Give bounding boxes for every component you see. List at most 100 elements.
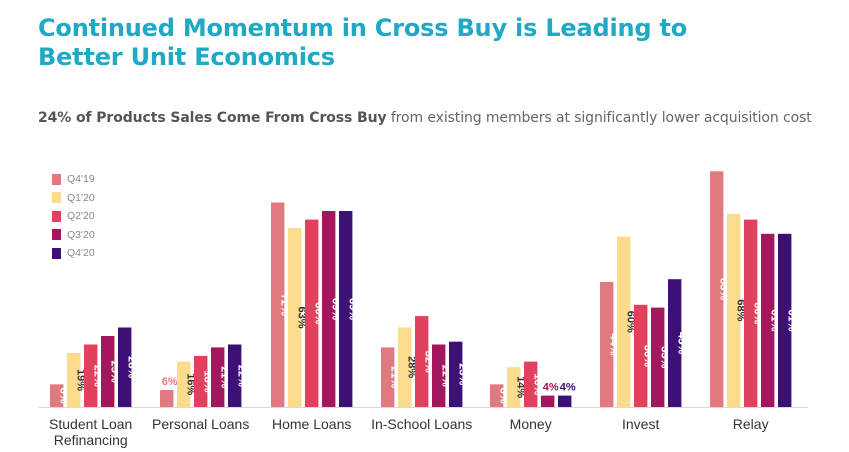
subtitle-highlight: 24% of Products Sales Come From Cross Bu…: [38, 110, 387, 126]
bar: [668, 279, 682, 407]
bar-value-label: 4%: [560, 382, 576, 394]
bar-value-label: 61%: [769, 309, 781, 331]
bar-value-label: 19%: [75, 369, 87, 391]
title-line-2: Better Unit Economics: [38, 43, 335, 71]
page-title: Continued Momentum in Cross Buy is Leadi…: [38, 14, 687, 72]
bar-value-label: 83%: [718, 278, 730, 300]
bar-value-label: 16%: [185, 373, 197, 395]
bar: [490, 384, 504, 407]
bar-value-label: 4%: [543, 382, 559, 394]
bar: [398, 327, 412, 407]
legend-label: Q3'20: [67, 228, 95, 241]
category-label-line: Student Loan: [49, 416, 133, 432]
legend-swatch: [52, 192, 61, 204]
bar-value-label: 72%: [279, 294, 291, 316]
bar-value-label: 60%: [625, 311, 637, 333]
bar-value-label: 44%: [608, 333, 620, 355]
bar-value-label: 36%: [642, 345, 654, 367]
bar-value-label: 14%: [515, 376, 527, 398]
category-label: Invest: [576, 416, 706, 432]
bar: [778, 233, 792, 407]
bar: [432, 344, 446, 407]
bar-value-label: 28%: [126, 356, 138, 378]
category-label-line: In-School Loans: [371, 416, 473, 432]
legend-label: Q1'20: [67, 191, 95, 204]
bar-value-label: 8%: [58, 388, 70, 404]
bar-value-label: 61%: [786, 309, 798, 331]
bar: [600, 282, 614, 407]
bar: [381, 347, 395, 407]
category-label: Personal Loans: [136, 416, 266, 432]
bar: [524, 361, 538, 407]
bar: [634, 304, 648, 407]
bar: [305, 219, 319, 407]
bar-value-label: 22%: [92, 365, 104, 387]
bar: [288, 228, 302, 407]
bar-value-label: 22%: [236, 365, 248, 387]
bar: [507, 367, 521, 407]
bar-value-label: 63%: [296, 306, 308, 328]
bar-value-label: 8%: [498, 388, 510, 404]
bar-value-label: 16%: [532, 373, 544, 395]
legend-label: Q2'20: [67, 210, 95, 223]
bar-value-label: 22%: [440, 365, 452, 387]
bar-value-label: 25%: [109, 360, 121, 382]
bar-value-label: 35%: [659, 346, 671, 368]
bar: [322, 211, 336, 407]
bar: [710, 171, 724, 407]
category-label-line: Money: [509, 416, 552, 432]
bar: [651, 307, 665, 407]
category-label-line: Refinancing: [53, 432, 128, 448]
legend-item: Q3'20: [52, 226, 95, 245]
bar: [194, 355, 208, 407]
bar: [727, 213, 741, 407]
legend-swatch: [52, 229, 61, 241]
category-label: Student Loan Refinancing: [26, 416, 156, 448]
bar: [449, 341, 463, 407]
bar-value-label: 6%: [162, 376, 178, 388]
bar: [101, 336, 115, 407]
bar-value-label: 69%: [347, 298, 359, 320]
category-label-line: Relay: [732, 416, 769, 432]
bar: [211, 347, 225, 407]
bar-value-label: 45%: [676, 332, 688, 354]
category-label-line: Invest: [622, 416, 660, 432]
category-label-line: Personal Loans: [152, 416, 250, 432]
legend-label: Q4'19: [67, 173, 95, 186]
bar-value-label: 32%: [423, 351, 435, 373]
bar: [160, 390, 174, 407]
bar-value-label: 28%: [406, 356, 418, 378]
bar: [415, 316, 429, 407]
chart-legend: Q4'19 Q1'20 Q2'20 Q3'20 Q4'20: [52, 170, 95, 263]
legend-swatch: [52, 173, 61, 185]
bar-value-label: 66%: [752, 302, 764, 324]
bar: [118, 327, 132, 407]
bar: [761, 233, 775, 407]
legend-swatch: [52, 210, 61, 222]
category-label: Home Loans: [247, 416, 377, 432]
bar-value-label: 18%: [202, 370, 214, 392]
legend-item: Q2'20: [52, 207, 95, 226]
bar-value-label: 21%: [389, 366, 401, 388]
bar: [744, 219, 758, 407]
category-label-line: Home Loans: [271, 416, 352, 432]
subtitle: 24% of Products Sales Come From Cross Bu…: [38, 110, 812, 126]
legend-item: Q4'19: [52, 170, 95, 189]
bar: [50, 384, 64, 407]
bar: [558, 395, 572, 407]
bar-value-label: 66%: [313, 302, 325, 324]
bar: [617, 236, 631, 407]
legend-swatch: [52, 247, 61, 259]
category-label: Money: [466, 416, 596, 432]
title-line-1: Continued Momentum in Cross Buy is Leadi…: [38, 14, 688, 42]
legend-item: Q1'20: [52, 189, 95, 208]
legend-item: Q4'20: [52, 244, 95, 263]
bar-value-label: 69%: [330, 298, 342, 320]
bar: [339, 211, 353, 407]
category-label: In-School Loans: [357, 416, 487, 432]
bar: [84, 344, 98, 407]
bar: [271, 202, 285, 407]
category-label: Relay: [686, 416, 816, 432]
bar: [177, 361, 191, 407]
